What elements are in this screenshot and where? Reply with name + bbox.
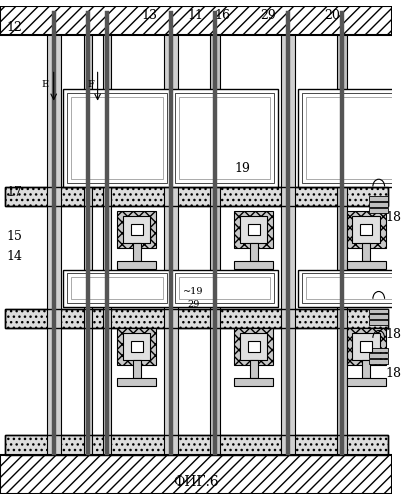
- Bar: [178, 278, 270, 299]
- Bar: [103, 11, 111, 455]
- Bar: [346, 378, 385, 386]
- Bar: [249, 243, 257, 260]
- Bar: [123, 216, 150, 243]
- Text: F: F: [88, 80, 95, 89]
- Bar: [105, 11, 109, 455]
- Bar: [346, 260, 385, 268]
- Bar: [361, 360, 369, 378]
- Bar: [130, 341, 142, 352]
- Bar: [297, 89, 401, 186]
- Bar: [234, 328, 273, 365]
- Bar: [164, 11, 177, 455]
- Bar: [368, 202, 387, 207]
- Bar: [234, 211, 273, 248]
- Bar: [209, 11, 219, 455]
- Bar: [178, 97, 270, 178]
- Bar: [352, 216, 379, 243]
- Bar: [0, 455, 391, 494]
- Bar: [359, 224, 371, 235]
- Text: 18: 18: [385, 210, 401, 224]
- Bar: [0, 6, 391, 36]
- Bar: [368, 354, 387, 358]
- Bar: [52, 11, 55, 455]
- Text: 18: 18: [385, 367, 401, 380]
- Bar: [117, 211, 156, 248]
- Bar: [368, 196, 387, 201]
- Text: 12: 12: [7, 21, 22, 34]
- Bar: [174, 93, 273, 182]
- Text: 13: 13: [141, 9, 157, 22]
- Bar: [168, 11, 172, 455]
- Bar: [280, 11, 294, 455]
- Bar: [71, 278, 162, 299]
- Bar: [123, 333, 150, 360]
- Bar: [63, 89, 170, 186]
- Bar: [359, 341, 371, 352]
- Bar: [84, 11, 91, 455]
- Text: ФИГ.6: ФИГ.6: [173, 476, 219, 490]
- Bar: [5, 436, 387, 455]
- Bar: [239, 333, 267, 360]
- Bar: [368, 320, 387, 325]
- Bar: [5, 436, 387, 455]
- Bar: [352, 333, 379, 360]
- Bar: [67, 274, 166, 302]
- Text: 20: 20: [323, 9, 339, 22]
- Bar: [117, 328, 156, 365]
- Text: 15: 15: [7, 230, 22, 243]
- Text: 29: 29: [187, 300, 199, 308]
- Bar: [339, 11, 343, 455]
- Bar: [212, 11, 216, 455]
- Bar: [67, 93, 166, 182]
- Bar: [132, 360, 140, 378]
- Bar: [71, 97, 162, 178]
- Text: 29: 29: [260, 9, 275, 22]
- Bar: [130, 224, 142, 235]
- Bar: [368, 360, 387, 364]
- Bar: [368, 314, 387, 320]
- Bar: [301, 274, 400, 302]
- Bar: [297, 270, 401, 306]
- Bar: [247, 224, 259, 235]
- Bar: [305, 278, 396, 299]
- Text: 14: 14: [7, 250, 23, 263]
- Bar: [174, 274, 273, 302]
- Bar: [361, 243, 369, 260]
- Bar: [301, 93, 400, 182]
- Bar: [5, 308, 387, 328]
- Bar: [368, 208, 387, 213]
- Bar: [117, 378, 156, 386]
- Bar: [249, 360, 257, 378]
- Text: 16: 16: [214, 9, 230, 22]
- Bar: [5, 186, 387, 206]
- Bar: [305, 97, 396, 178]
- Bar: [239, 216, 267, 243]
- Text: 19: 19: [234, 162, 249, 175]
- Bar: [170, 270, 277, 306]
- Bar: [117, 260, 156, 268]
- Bar: [170, 89, 277, 186]
- Bar: [346, 328, 385, 365]
- Text: 18: 18: [385, 328, 401, 341]
- Bar: [5, 308, 387, 328]
- Bar: [47, 11, 61, 455]
- Bar: [132, 243, 140, 260]
- Text: 17: 17: [7, 186, 22, 200]
- Bar: [368, 308, 387, 314]
- Bar: [368, 348, 387, 352]
- Bar: [234, 378, 273, 386]
- Text: 11: 11: [187, 9, 203, 22]
- Bar: [86, 11, 89, 455]
- Bar: [336, 11, 346, 455]
- Bar: [247, 341, 259, 352]
- Bar: [63, 270, 170, 306]
- Text: E: E: [41, 80, 48, 89]
- Text: ~19: ~19: [182, 287, 203, 296]
- Bar: [346, 211, 385, 248]
- Bar: [5, 186, 387, 206]
- Bar: [285, 11, 289, 455]
- Bar: [234, 260, 273, 268]
